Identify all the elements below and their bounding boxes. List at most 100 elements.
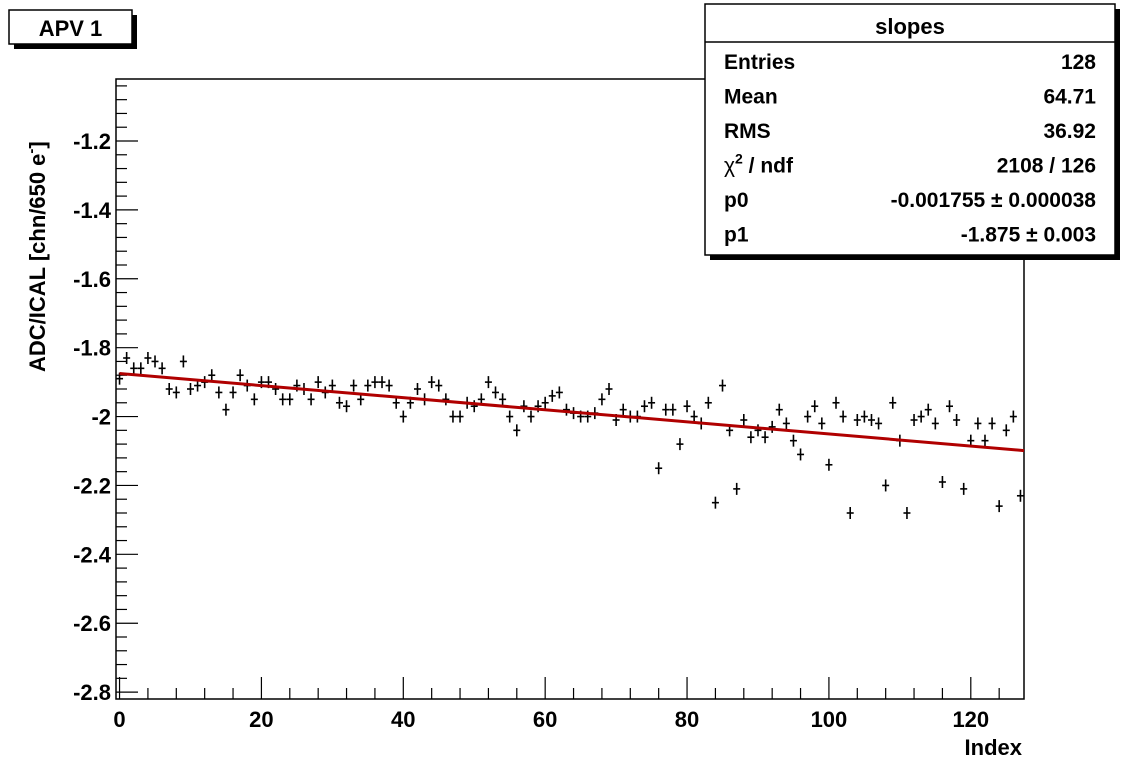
y-axis-label-main: ADC/ICAL [chn/650 e xyxy=(25,154,50,372)
chart-title: APV 1 xyxy=(39,16,103,41)
data-point xyxy=(619,403,627,416)
stats-value: -1.875 ± 0.003 xyxy=(961,224,1096,247)
y-tick-label: -1.6 xyxy=(73,267,111,292)
data-point xyxy=(499,393,507,406)
data-point xyxy=(272,383,280,395)
x-tick-label: 20 xyxy=(249,707,273,732)
data-point xyxy=(740,414,748,426)
data-point xyxy=(1002,424,1010,437)
y-tick-label: -1.4 xyxy=(73,198,112,223)
data-point xyxy=(562,403,570,416)
data-point xyxy=(520,400,528,413)
data-point xyxy=(704,396,712,409)
data-point xyxy=(250,393,258,406)
data-point xyxy=(669,403,677,416)
x-tick-label: 0 xyxy=(113,707,125,732)
data-point xyxy=(981,434,989,447)
data-point xyxy=(555,386,563,399)
x-tick-label: 100 xyxy=(811,707,848,732)
data-point xyxy=(875,417,883,430)
data-point xyxy=(492,386,500,399)
data-point xyxy=(832,396,840,409)
data-point xyxy=(988,417,996,430)
data-point xyxy=(236,369,244,382)
data-point xyxy=(484,376,492,389)
data-point xyxy=(733,482,741,495)
data-point xyxy=(860,410,868,423)
data-point xyxy=(527,410,535,423)
y-axis: -2.8 -2.6 -2.4 -2.2 -2 -1.8 -1.6 -1.4 -1.2 xyxy=(73,85,138,705)
data-point xyxy=(307,393,315,406)
data-point xyxy=(208,369,216,382)
data-point xyxy=(768,420,776,433)
data-point xyxy=(378,376,386,389)
data-point xyxy=(151,355,159,368)
data-point xyxy=(690,410,698,423)
data-point xyxy=(548,389,556,402)
data-point xyxy=(924,403,932,416)
data-point xyxy=(179,355,187,368)
y-tick-label: -2.4 xyxy=(73,542,112,567)
stats-key: Entries xyxy=(724,51,795,74)
data-point xyxy=(825,458,833,471)
data-point xyxy=(158,362,166,375)
data-point xyxy=(364,379,372,392)
data-point xyxy=(144,352,152,364)
data-point xyxy=(186,383,194,395)
stats-value: -0.001755 ± 0.000038 xyxy=(891,189,1097,212)
chi-symbol: χ xyxy=(724,155,735,178)
data-points xyxy=(116,352,1024,519)
data-point xyxy=(662,403,670,416)
data-point xyxy=(655,462,663,475)
data-point xyxy=(392,396,400,409)
data-point xyxy=(775,403,783,416)
y-axis-label-superscript: - xyxy=(23,149,40,154)
data-point xyxy=(882,479,890,492)
data-point xyxy=(343,400,351,413)
y-tick-label: -2.8 xyxy=(73,680,111,705)
data-point xyxy=(818,417,826,430)
fit-line-path xyxy=(119,372,1025,453)
data-point xyxy=(846,507,854,519)
data-point xyxy=(385,379,393,392)
data-point xyxy=(917,410,925,423)
chi-superscript: 2 xyxy=(735,151,743,167)
data-point xyxy=(640,400,648,413)
data-point xyxy=(797,448,805,461)
stats-value: 128 xyxy=(1061,51,1096,74)
ndf-label: / ndf xyxy=(743,155,794,178)
x-axis-label: Index xyxy=(965,735,1023,760)
data-point xyxy=(598,393,606,406)
x-tick-label: 60 xyxy=(533,707,557,732)
data-point xyxy=(130,362,138,375)
stats-key: p0 xyxy=(724,189,749,212)
data-point xyxy=(605,383,613,395)
stats-box-title: slopes xyxy=(875,14,945,39)
data-point xyxy=(804,410,812,423)
y-tick-label: -2.6 xyxy=(73,611,111,636)
data-point xyxy=(960,482,968,495)
data-point xyxy=(506,410,514,423)
data-point xyxy=(938,476,946,488)
data-point xyxy=(719,379,727,392)
data-point xyxy=(853,414,861,426)
data-point xyxy=(279,393,287,406)
data-point xyxy=(953,414,961,426)
data-point xyxy=(648,396,656,409)
data-point xyxy=(123,352,131,364)
data-point xyxy=(811,400,819,413)
y-tick-label: -1.2 xyxy=(73,129,111,154)
data-point xyxy=(172,386,180,399)
data-point xyxy=(222,403,230,416)
data-point xyxy=(867,414,875,426)
data-point xyxy=(513,424,521,437)
stats-key: p1 xyxy=(724,224,749,247)
data-point xyxy=(1016,489,1024,502)
data-point xyxy=(839,410,847,423)
x-tick-label: 120 xyxy=(952,707,989,732)
data-point xyxy=(442,393,450,406)
stats-value: 36.92 xyxy=(1043,120,1096,143)
x-tick-label: 40 xyxy=(391,707,415,732)
y-axis-label-close: ] xyxy=(25,141,50,148)
